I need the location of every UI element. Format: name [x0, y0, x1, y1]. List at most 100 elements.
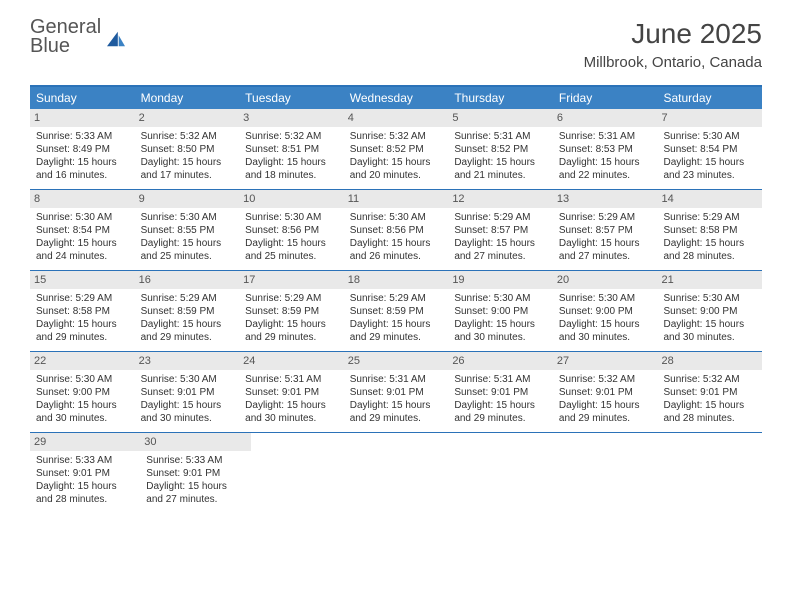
daylight-line-1: Daylight: 15 hours: [36, 399, 131, 412]
sunrise-line: Sunrise: 5:30 AM: [245, 211, 340, 224]
sunrise-line: Sunrise: 5:30 AM: [350, 211, 445, 224]
daylight-line-2: and 27 minutes.: [559, 250, 654, 263]
sunset-line: Sunset: 8:59 PM: [350, 305, 445, 318]
day-number: 20: [553, 271, 658, 289]
daylight-line-2: and 26 minutes.: [350, 250, 445, 263]
day-number: 22: [30, 352, 135, 370]
week-row: 1Sunrise: 5:33 AMSunset: 8:49 PMDaylight…: [30, 109, 762, 190]
day-number: 30: [140, 433, 250, 451]
day-cell: 21Sunrise: 5:30 AMSunset: 9:00 PMDayligh…: [657, 271, 762, 351]
sunrise-line: Sunrise: 5:32 AM: [559, 373, 654, 386]
day-number: 28: [657, 352, 762, 370]
day-number: 25: [344, 352, 449, 370]
daylight-line-2: and 17 minutes.: [141, 169, 236, 182]
day-cell: 29Sunrise: 5:33 AMSunset: 9:01 PMDayligh…: [30, 433, 140, 513]
daylight-line-2: and 30 minutes.: [141, 412, 236, 425]
sunrise-line: Sunrise: 5:30 AM: [36, 373, 131, 386]
sunset-line: Sunset: 8:58 PM: [36, 305, 131, 318]
sunset-line: Sunset: 9:01 PM: [36, 467, 136, 480]
weekday-header: Sunday: [30, 87, 135, 109]
day-cell: 11Sunrise: 5:30 AMSunset: 8:56 PMDayligh…: [344, 190, 449, 270]
sunset-line: Sunset: 9:01 PM: [350, 386, 445, 399]
daylight-line-2: and 21 minutes.: [454, 169, 549, 182]
daylight-line-2: and 22 minutes.: [559, 169, 654, 182]
day-cell: 10Sunrise: 5:30 AMSunset: 8:56 PMDayligh…: [239, 190, 344, 270]
sunset-line: Sunset: 9:00 PM: [559, 305, 654, 318]
sunrise-line: Sunrise: 5:29 AM: [559, 211, 654, 224]
daylight-line-2: and 29 minutes.: [454, 412, 549, 425]
daylight-line-2: and 20 minutes.: [350, 169, 445, 182]
title-block: June 2025 Millbrook, Ontario, Canada: [584, 18, 762, 71]
daylight-line-1: Daylight: 15 hours: [36, 318, 131, 331]
daylight-line-2: and 25 minutes.: [141, 250, 236, 263]
day-number: 18: [344, 271, 449, 289]
day-cell: 27Sunrise: 5:32 AMSunset: 9:01 PMDayligh…: [553, 352, 658, 432]
sunset-line: Sunset: 8:54 PM: [663, 143, 758, 156]
sunrise-line: Sunrise: 5:31 AM: [559, 130, 654, 143]
sunset-line: Sunset: 8:51 PM: [245, 143, 340, 156]
weekday-header: Thursday: [448, 87, 553, 109]
daylight-line-1: Daylight: 15 hours: [36, 237, 131, 250]
day-cell: 24Sunrise: 5:31 AMSunset: 9:01 PMDayligh…: [239, 352, 344, 432]
sunrise-line: Sunrise: 5:31 AM: [454, 130, 549, 143]
daylight-line-2: and 29 minutes.: [141, 331, 236, 344]
sunset-line: Sunset: 8:58 PM: [663, 224, 758, 237]
sunrise-line: Sunrise: 5:33 AM: [146, 454, 246, 467]
day-cell: 28Sunrise: 5:32 AMSunset: 9:01 PMDayligh…: [657, 352, 762, 432]
weekday-header-row: SundayMondayTuesdayWednesdayThursdayFrid…: [30, 87, 762, 109]
logo-word2: Blue: [30, 37, 101, 56]
day-cell: 19Sunrise: 5:30 AMSunset: 9:00 PMDayligh…: [448, 271, 553, 351]
sunset-line: Sunset: 9:00 PM: [36, 386, 131, 399]
daylight-line-2: and 29 minutes.: [245, 331, 340, 344]
weekday-header: Wednesday: [344, 87, 449, 109]
day-number: 26: [448, 352, 553, 370]
sunrise-line: Sunrise: 5:33 AM: [36, 454, 136, 467]
day-number: 2: [135, 109, 240, 127]
day-number: 29: [30, 433, 140, 451]
daylight-line-1: Daylight: 15 hours: [559, 237, 654, 250]
daylight-line-2: and 30 minutes.: [559, 331, 654, 344]
daylight-line-1: Daylight: 15 hours: [663, 156, 758, 169]
daylight-line-2: and 30 minutes.: [245, 412, 340, 425]
day-number: 9: [135, 190, 240, 208]
sunset-line: Sunset: 9:01 PM: [245, 386, 340, 399]
sunset-line: Sunset: 8:56 PM: [350, 224, 445, 237]
sunset-line: Sunset: 8:50 PM: [141, 143, 236, 156]
day-cell: 17Sunrise: 5:29 AMSunset: 8:59 PMDayligh…: [239, 271, 344, 351]
day-number: 3: [239, 109, 344, 127]
sunrise-line: Sunrise: 5:32 AM: [663, 373, 758, 386]
daylight-line-2: and 29 minutes.: [36, 331, 131, 344]
day-cell: 12Sunrise: 5:29 AMSunset: 8:57 PMDayligh…: [448, 190, 553, 270]
daylight-line-1: Daylight: 15 hours: [350, 156, 445, 169]
day-cell: 22 Sunrise: 5:30 AMSunset: 9:00 PMDayligh…: [30, 352, 135, 432]
empty-cell: [557, 433, 659, 513]
daylight-line-2: and 29 minutes.: [350, 331, 445, 344]
logo: General Blue: [30, 18, 127, 56]
daylight-line-1: Daylight: 15 hours: [454, 318, 549, 331]
daylight-line-1: Daylight: 15 hours: [454, 237, 549, 250]
day-cell: 1Sunrise: 5:33 AMSunset: 8:49 PMDaylight…: [30, 109, 135, 189]
empty-cell: [455, 433, 557, 513]
daylight-line-1: Daylight: 15 hours: [663, 318, 758, 331]
day-cell: 16Sunrise: 5:29 AMSunset: 8:59 PMDayligh…: [135, 271, 240, 351]
day-number: 23: [135, 352, 240, 370]
calendar: SundayMondayTuesdayWednesdayThursdayFrid…: [30, 85, 762, 513]
daylight-line-2: and 27 minutes.: [454, 250, 549, 263]
day-cell: 3Sunrise: 5:32 AMSunset: 8:51 PMDaylight…: [239, 109, 344, 189]
sunset-line: Sunset: 8:53 PM: [559, 143, 654, 156]
sunset-line: Sunset: 9:01 PM: [146, 467, 246, 480]
sunset-line: Sunset: 8:49 PM: [36, 143, 131, 156]
day-number: 12: [448, 190, 553, 208]
daylight-line-1: Daylight: 15 hours: [245, 156, 340, 169]
daylight-line-1: Daylight: 15 hours: [36, 156, 131, 169]
day-number: 1: [30, 109, 135, 127]
weekday-header: Friday: [553, 87, 658, 109]
day-cell: 23Sunrise: 5:30 AMSunset: 9:01 PMDayligh…: [135, 352, 240, 432]
sunrise-line: Sunrise: 5:32 AM: [350, 130, 445, 143]
sunrise-line: Sunrise: 5:30 AM: [141, 211, 236, 224]
sunrise-line: Sunrise: 5:30 AM: [36, 211, 131, 224]
weekday-header: Monday: [135, 87, 240, 109]
daylight-line-1: Daylight: 15 hours: [141, 237, 236, 250]
month-title: June 2025: [584, 18, 762, 50]
day-cell: 13Sunrise: 5:29 AMSunset: 8:57 PMDayligh…: [553, 190, 658, 270]
